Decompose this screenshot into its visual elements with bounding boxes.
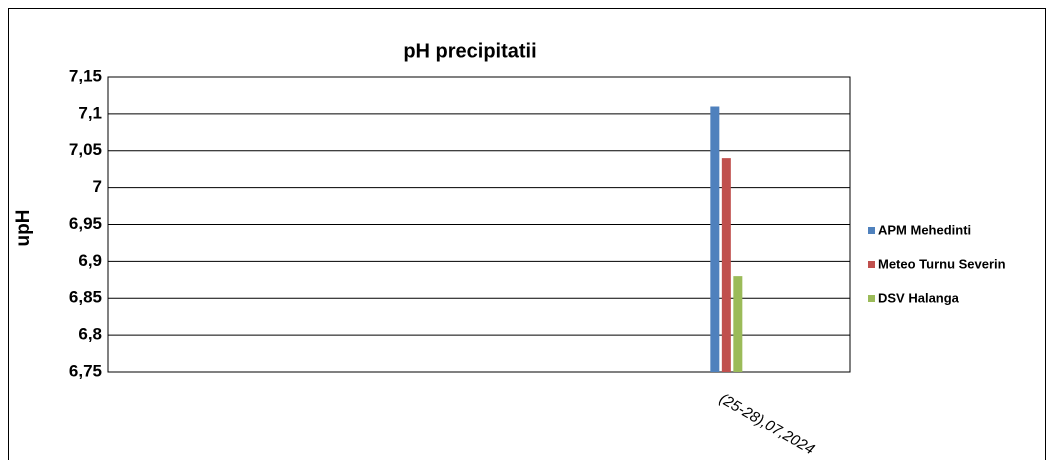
y-tick-label: 6,8: [78, 325, 102, 344]
y-tick-label: 6,9: [78, 251, 102, 270]
y-tick-label: 6,95: [69, 214, 102, 233]
y-tick-label: 7,05: [69, 140, 102, 159]
bar: [733, 276, 743, 372]
legend-marker: [868, 295, 875, 302]
bar: [721, 158, 731, 372]
y-tick-label: 7,15: [69, 66, 102, 85]
y-tick-label: 7,1: [78, 103, 102, 122]
legend-label: APM Mehedinti: [878, 222, 971, 237]
chart-title: pH precipitatii: [403, 40, 536, 62]
legend-label: Meteo Turnu Severin: [878, 256, 1006, 271]
legend-marker: [868, 261, 875, 268]
bar: [710, 106, 720, 372]
y-tick-label: 6,75: [69, 361, 102, 380]
legend-label: DSV Halanga: [878, 290, 960, 305]
y-axis-label: upH: [13, 210, 34, 247]
y-tick-label: 7: [93, 177, 102, 196]
legend-marker: [868, 227, 875, 234]
y-tick-label: 6,85: [69, 288, 102, 307]
